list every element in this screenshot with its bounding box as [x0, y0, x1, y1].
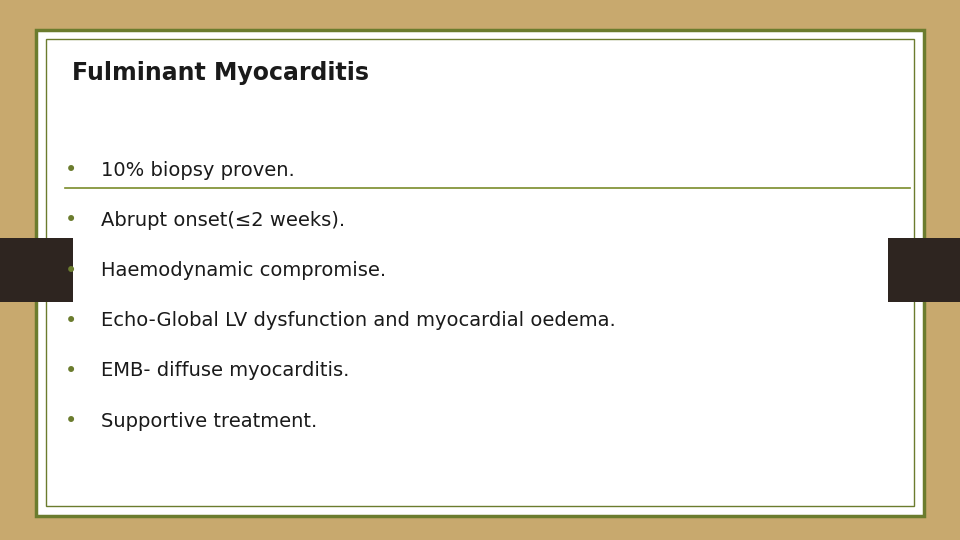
- Bar: [46, 39, 914, 506]
- Text: •: •: [65, 411, 78, 431]
- Text: Haemodynamic compromise.: Haemodynamic compromise.: [101, 261, 386, 280]
- Bar: [888, 238, 960, 302]
- Text: •: •: [65, 160, 78, 180]
- Text: •: •: [65, 361, 78, 381]
- Bar: [36, 30, 924, 516]
- Text: 10% biopsy proven.: 10% biopsy proven.: [101, 160, 295, 180]
- Text: Abrupt onset(≤2 weeks).: Abrupt onset(≤2 weeks).: [101, 211, 345, 230]
- Text: •: •: [65, 210, 78, 231]
- Bar: [0, 238, 73, 302]
- Text: •: •: [65, 310, 78, 331]
- FancyBboxPatch shape: [36, 30, 924, 516]
- Text: Echo-Global LV dysfunction and myocardial oedema.: Echo-Global LV dysfunction and myocardia…: [101, 311, 615, 330]
- Text: EMB- diffuse myocarditis.: EMB- diffuse myocarditis.: [101, 361, 349, 381]
- Text: Fulminant Myocarditis: Fulminant Myocarditis: [72, 61, 369, 85]
- Text: •: •: [65, 260, 78, 281]
- Text: Supportive treatment.: Supportive treatment.: [101, 411, 317, 431]
